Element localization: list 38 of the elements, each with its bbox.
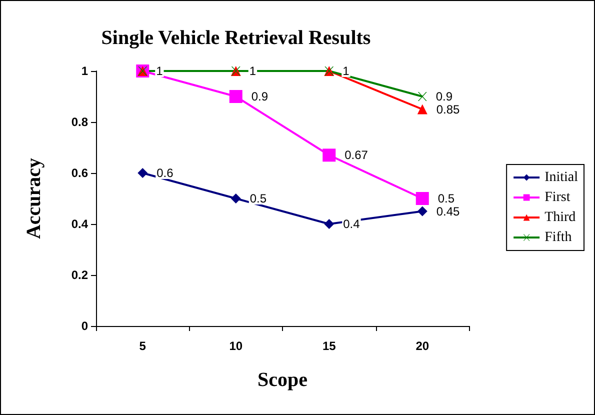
point <box>418 92 427 101</box>
x-tick-label: 10 <box>229 339 243 353</box>
data-label: 0.85 <box>436 102 460 116</box>
legend-label: Third <box>544 210 576 225</box>
data-label: 1 <box>249 64 256 78</box>
y-tick-label: 0.8 <box>71 115 88 129</box>
x-axis-title: Scope <box>258 369 308 391</box>
data-label: 1 <box>156 64 164 78</box>
y-tick-label: 0.4 <box>71 217 88 231</box>
data-label: 0.4 <box>343 217 360 231</box>
chart-title: Single Vehicle Retrieval Results <box>101 27 371 49</box>
y-tick-label: 0 <box>81 319 88 333</box>
legend-label: Initial <box>544 170 578 185</box>
point <box>230 194 241 204</box>
data-label: 0.5 <box>250 192 267 206</box>
y-tick-label: 1 <box>81 64 88 78</box>
y-tick-label: 0.6 <box>71 166 88 180</box>
point <box>417 104 428 114</box>
data-label: 1 <box>342 64 350 78</box>
point <box>324 219 334 229</box>
x-tick-label: 5 <box>139 339 146 353</box>
point <box>416 192 429 205</box>
x-tick-label: 15 <box>322 339 336 353</box>
point <box>229 90 242 103</box>
y-axis-title: Accuracy <box>23 158 45 240</box>
legend-label: First <box>544 190 570 205</box>
data-label: 0.9 <box>436 90 453 104</box>
data-label: 0.67 <box>344 148 368 162</box>
y-tick-label: 0.2 <box>71 268 88 282</box>
point <box>138 168 148 178</box>
data-label: 0.6 <box>156 166 174 180</box>
data-label: 0.9 <box>251 90 268 104</box>
legend-label: Fifth <box>544 230 572 245</box>
x-tick-label: 20 <box>416 339 430 353</box>
data-label: 0.5 <box>438 192 455 206</box>
point <box>417 206 428 216</box>
point <box>322 148 336 162</box>
data-label: 0.45 <box>436 204 460 218</box>
